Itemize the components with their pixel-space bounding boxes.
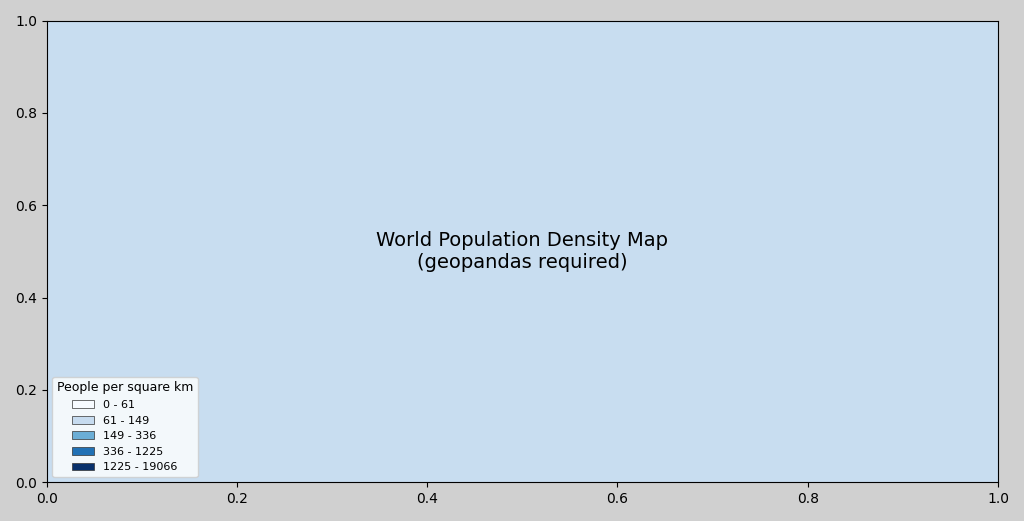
Text: World Population Density Map
(geopandas required): World Population Density Map (geopandas …: [377, 231, 669, 272]
Legend: 0 - 61, 61 - 149, 149 - 336, 336 - 1225, 1225 - 19066: 0 - 61, 61 - 149, 149 - 336, 336 - 1225,…: [52, 377, 198, 477]
